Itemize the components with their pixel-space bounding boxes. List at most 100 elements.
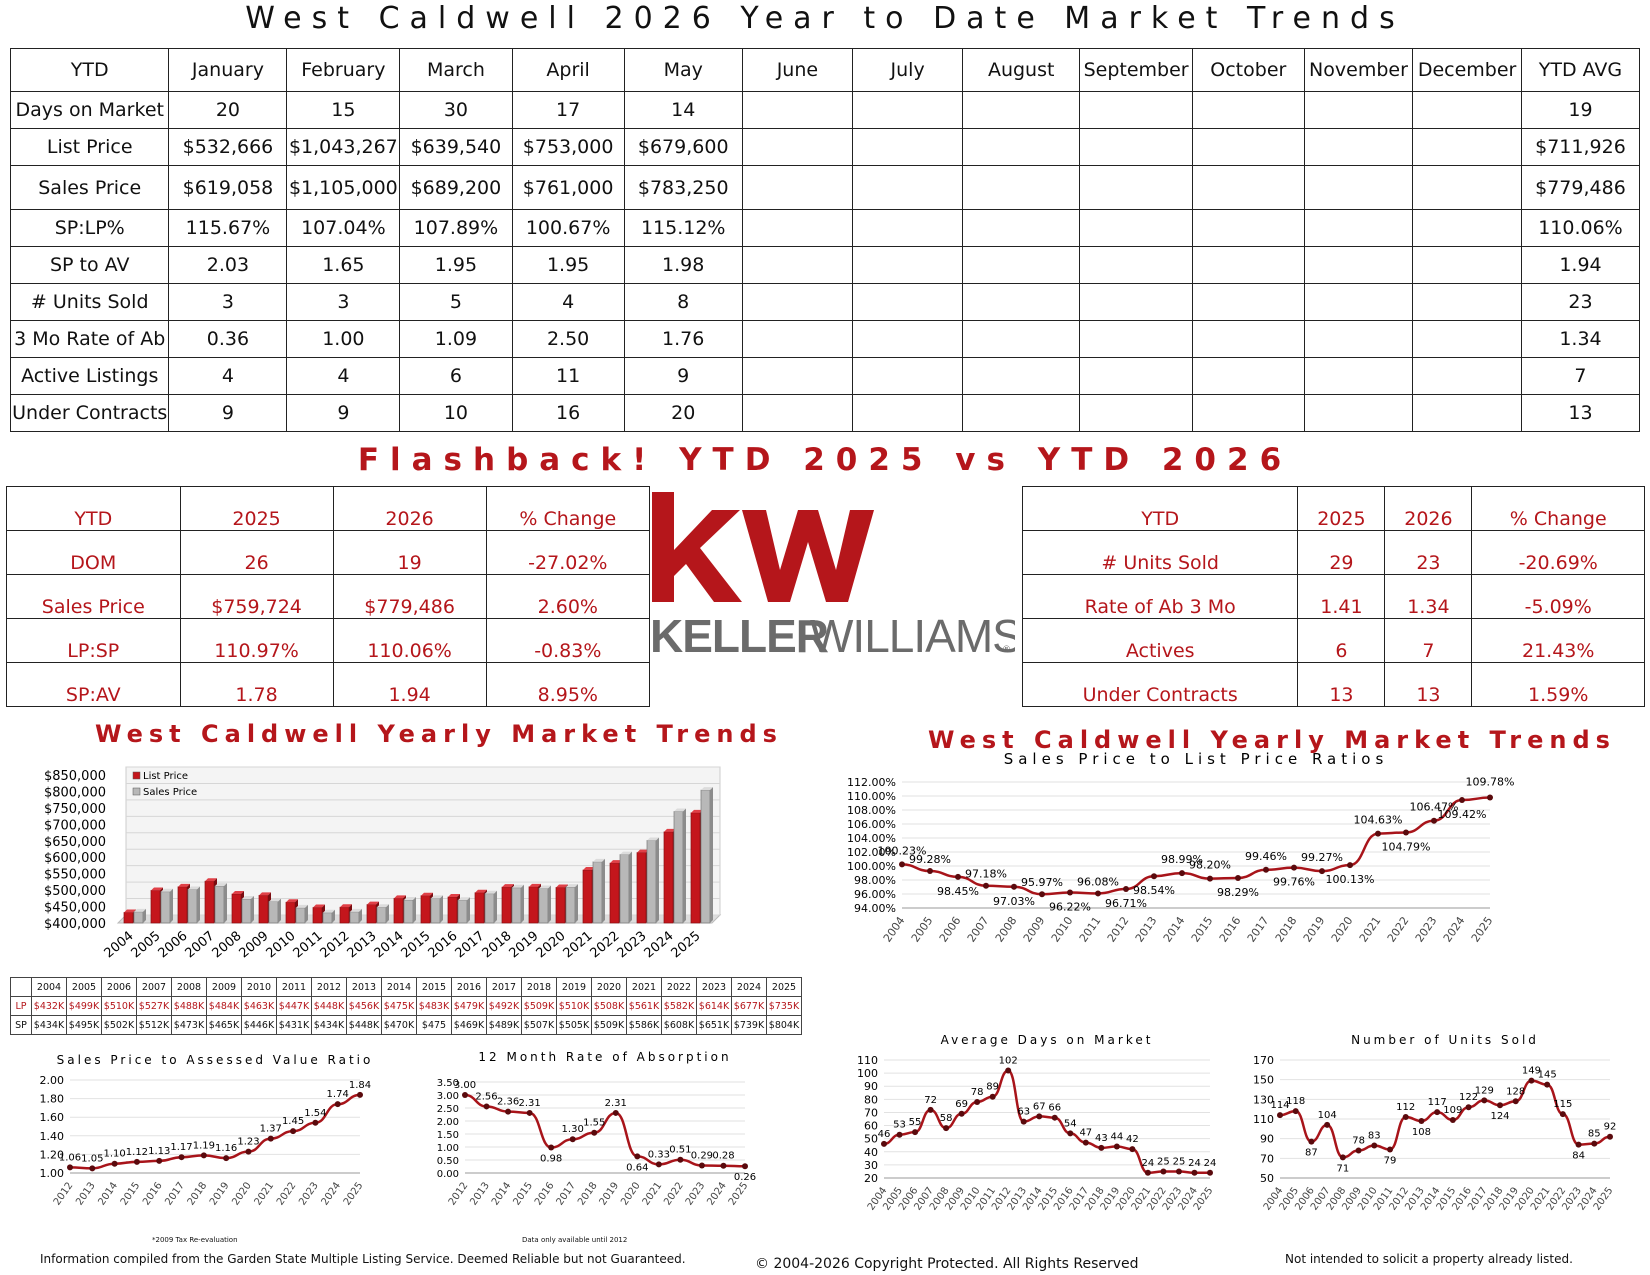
data-label: 58: [940, 1113, 953, 1124]
compare-cell: 13: [1297, 662, 1386, 707]
sp-value-cell: $465K: [206, 1015, 242, 1035]
data-point: [1355, 1147, 1362, 1154]
compare-cell: 29: [1297, 530, 1386, 575]
compare-cell: -0.83%: [485, 618, 651, 663]
x-tick-label: 2015: [119, 1180, 143, 1207]
ytd-header-cell: YTD AVG: [1520, 48, 1641, 92]
bar-top: [485, 890, 497, 894]
bar-side: [197, 886, 200, 923]
y-tick-label: $650,000: [44, 835, 106, 850]
flashback-left-table: YTD 2025 2026% Change DOM 26 19 -27.02% Sales P…: [6, 486, 651, 707]
data-label: 47: [1079, 1128, 1092, 1139]
table-cell: [1412, 357, 1522, 395]
data-label: 96.71%: [1105, 897, 1147, 910]
data-point: [1095, 890, 1101, 897]
data-point: [1144, 1169, 1151, 1176]
bar-top: [421, 892, 433, 896]
table-cell: [962, 357, 1081, 395]
data-point: [1113, 1143, 1120, 1150]
table-cell: [1303, 128, 1414, 166]
compare-cell: 110.97%: [179, 618, 334, 663]
data-point: [1067, 889, 1073, 896]
data-point: [1235, 874, 1241, 881]
sp-value-cell: $448K: [346, 1015, 382, 1035]
table-cell: 16: [511, 394, 625, 432]
table-row: LP:SP 110.97% 110.06% -0.83%: [6, 618, 651, 663]
table-cell: [1079, 91, 1193, 129]
data-point: [67, 1164, 73, 1171]
data-label: 67: [1033, 1101, 1046, 1112]
table-cell: 15: [286, 91, 401, 129]
bar-side: [683, 808, 686, 923]
data-point: [1459, 797, 1465, 804]
data-label: 1.23: [237, 1137, 259, 1148]
data-point: [1559, 1111, 1566, 1118]
data-label: 1.74: [327, 1089, 349, 1100]
data-point: [677, 1156, 684, 1163]
x-tick-label: 2013: [1133, 914, 1160, 944]
bar-top: [188, 886, 200, 890]
bar-list-price: [555, 887, 566, 924]
y-tick-label: 112.00%: [847, 776, 896, 789]
table-row: # Units Sold 3 3 5 4 8 23: [9, 283, 1641, 321]
lp-value-cell: $456K: [346, 996, 382, 1016]
table-cell: 3: [286, 283, 401, 321]
series-line: [1279, 1079, 1611, 1159]
table-cell: 5: [399, 283, 513, 321]
legend-label: Sales Price: [143, 787, 197, 798]
bar-top: [475, 889, 487, 893]
bar-sales-price: [673, 811, 684, 924]
x-tick-label: 2018: [1273, 914, 1300, 944]
bar-side: [170, 888, 173, 923]
x-tick-label: 2021: [561, 929, 596, 962]
table-cell: 0.36: [168, 320, 288, 358]
data-label: 85: [1588, 1129, 1601, 1140]
data-label: 1.84: [349, 1080, 371, 1091]
compare-row-label: LP:SP: [6, 618, 181, 663]
chart-title: Number of Units Sold: [1351, 1033, 1539, 1047]
bar-top: [637, 849, 649, 853]
x-tick-label: 2015: [511, 1180, 535, 1207]
data-label: 1.45: [282, 1116, 304, 1127]
table-cell: [1079, 357, 1193, 395]
data-point: [1431, 817, 1437, 824]
data-label: 1.12: [126, 1147, 148, 1158]
bar-top: [431, 895, 443, 899]
table-cell: [741, 165, 854, 210]
bar-top: [512, 884, 524, 888]
bar-list-price: [663, 831, 674, 924]
data-label: 98.99%: [1161, 853, 1203, 866]
compare-cell: 8.95%: [485, 662, 651, 707]
x-tick-label: 2014: [1161, 914, 1188, 944]
table-cell: 14: [623, 91, 743, 129]
bar-side: [143, 908, 146, 923]
data-point: [1098, 1144, 1105, 1151]
lp-value-cell: $527K: [136, 996, 172, 1016]
lp-sp-yearly-table: 2004 2005 2006 2007 2008 2009 2010 2011 2012 2013…: [10, 977, 802, 1035]
table-cell: 11: [511, 357, 625, 395]
x-tick-label: 2016: [141, 1180, 165, 1207]
tax-reevaluation-note: *2009 Tax Re-evaluation: [152, 1236, 238, 1244]
lp-value-cell: $614K: [696, 996, 732, 1016]
lp-value-cell: $510K: [101, 996, 137, 1016]
lp-value-cell: $677K: [731, 996, 767, 1016]
table-row: SP to AV 2.03 1.65 1.95 1.95 1.98 1.94: [9, 246, 1641, 284]
y-tick-label: 1.60: [40, 1111, 65, 1124]
row-label: Sales Price: [9, 165, 170, 210]
x-tick-label: 2005: [129, 929, 164, 962]
table-cell: [1303, 357, 1414, 395]
x-tick-label: 2004: [102, 929, 137, 962]
compare-header-cell: 2026: [332, 486, 487, 531]
bar-sales-price: [268, 901, 279, 924]
bar-top: [566, 884, 578, 888]
x-tick-label: 2009: [1021, 914, 1048, 944]
sp-row-label: SP: [10, 1015, 32, 1035]
data-label: 2.31: [605, 1098, 627, 1109]
table-cell: $532,666: [168, 128, 288, 166]
series-line: [883, 1069, 1210, 1175]
chart-title: Average Days on Market: [941, 1033, 1154, 1047]
x-tick-label: 2011: [1077, 914, 1104, 944]
bar-sales-price: [592, 861, 603, 924]
data-point: [548, 1144, 555, 1151]
chart-title: Sales Price to List Price Ratios: [1004, 750, 1389, 768]
